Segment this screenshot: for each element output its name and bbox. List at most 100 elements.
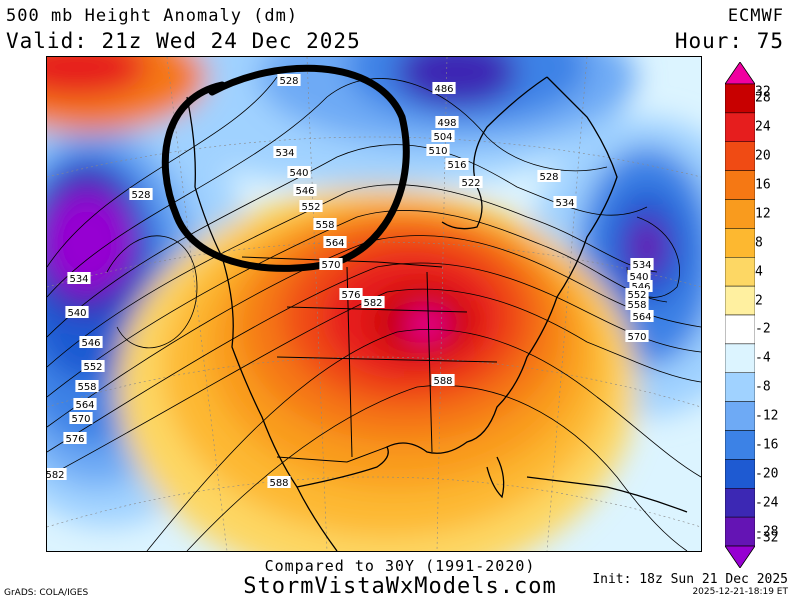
contour-label: 540 <box>289 168 308 179</box>
contour-label-box <box>431 130 455 142</box>
anomaly-shading <box>47 57 701 551</box>
colorbar-segment <box>725 228 755 258</box>
contour-label: 534 <box>555 198 574 209</box>
contour-label: 576 <box>65 434 84 445</box>
contour-label-box <box>432 82 456 94</box>
colorbar-segment <box>725 401 755 431</box>
model-name: ECMWF <box>727 6 784 26</box>
contour-label: 588 <box>433 376 452 387</box>
colorbar-segment <box>725 459 755 489</box>
contour-label-box <box>625 288 649 300</box>
init-time: Init: 18z Sun 21 Dec 2025 <box>592 572 788 587</box>
colorbar-label: -20 <box>755 466 779 482</box>
contour-label: 570 <box>71 414 90 425</box>
colorbar-segment <box>725 488 755 518</box>
colorbar-label: -24 <box>755 495 779 511</box>
colorbar-label: -8 <box>755 379 771 395</box>
colorbar-segment <box>725 83 755 114</box>
colorbar-top-arrow <box>725 62 755 85</box>
contour-label-box <box>267 476 291 488</box>
contour-label: 582 <box>47 470 65 481</box>
contour-label-box <box>426 144 450 156</box>
software-credit: GrADS: COLA/IGES <box>4 588 89 598</box>
colorbar-label: -4 <box>755 350 771 366</box>
contour-label: 552 <box>627 290 646 301</box>
colorbar-label: 12 <box>755 206 771 222</box>
contour-label: 558 <box>315 220 334 231</box>
anomaly-map: 528 486 498 504 510 516 522 528 534 534 540 546 552 5… <box>46 56 702 552</box>
contour-label: 546 <box>295 186 314 197</box>
climatology-note: Compared to 30Y (1991-2020) <box>264 557 536 575</box>
contour-label-box <box>431 374 455 386</box>
contour-label-box <box>361 296 385 308</box>
colorbar-label: -16 <box>755 437 779 453</box>
contour-label: 510 <box>428 146 447 157</box>
contour-label-box <box>65 306 89 318</box>
colorbar-segment <box>725 170 755 200</box>
contour-label: 534 <box>275 148 294 159</box>
colorbar-label: 20 <box>755 148 771 164</box>
contour-label-box <box>293 184 317 196</box>
colorbar-label: -2 <box>755 321 771 337</box>
valid-time: Valid: 21z Wed 24 Dec 2025 <box>6 29 361 53</box>
contour-label: 570 <box>321 260 340 271</box>
contour-label-box <box>47 468 67 480</box>
contour-label: 516 <box>447 160 466 171</box>
contour-label-box <box>129 188 153 200</box>
colorbar-segment <box>725 343 755 373</box>
contour-label: 504 <box>433 132 452 143</box>
contour-label: 576 <box>341 290 360 301</box>
contour-label: 540 <box>629 272 648 283</box>
contour-label-box <box>435 116 459 128</box>
colorbar-bottom-arrow <box>725 545 755 568</box>
contour-label-box <box>627 270 651 282</box>
contour-label-box <box>299 200 323 212</box>
contour-label-box <box>339 288 363 300</box>
contour-label-box <box>273 146 297 158</box>
contour-label-box <box>553 196 577 208</box>
colorbar-segment <box>725 516 755 547</box>
colorbar-label: 4 <box>755 264 763 280</box>
colorbar-label: 32 <box>755 84 771 100</box>
contour-label: 498 <box>437 118 456 129</box>
colorbar-label: 24 <box>755 119 771 135</box>
colorbar-label: -32 <box>755 530 779 546</box>
contour-label-box <box>313 218 337 230</box>
map-title: 500 mb Height Anomaly (dm) <box>6 6 299 26</box>
contour-label-box <box>67 272 91 284</box>
contour-label-box <box>69 412 93 424</box>
colorbar-label: 2 <box>755 293 763 309</box>
contour-label: 534 <box>632 260 651 271</box>
contour-label-box <box>73 398 97 410</box>
contour-label: 552 <box>83 362 102 373</box>
colorbar-segment <box>725 257 755 287</box>
contour-label: 546 <box>631 282 650 293</box>
colorbar-label: 28 <box>755 90 771 106</box>
contour-label: 582 <box>363 298 382 309</box>
contour-label-box <box>287 166 311 178</box>
contour-label: 528 <box>279 76 298 87</box>
contour-label: 588 <box>269 478 288 489</box>
contour-label: 564 <box>325 238 344 249</box>
contour-label-box <box>323 236 347 248</box>
colorbar-segment <box>725 285 755 316</box>
contour-label: 558 <box>627 300 646 311</box>
contour-label: 540 <box>67 308 86 319</box>
contour-label: 546 <box>81 338 100 349</box>
contour-label-box <box>459 176 483 188</box>
contour-label-box <box>625 330 649 342</box>
colorbar: 32 28 24 20 16 12 8 4 2 -2 -4 -8 -12 -16 -20 -24 -28 -32 <box>725 62 785 568</box>
contour-label-box <box>79 336 103 348</box>
contour-label: 558 <box>77 382 96 393</box>
colorbar-segment <box>725 141 755 171</box>
contour-label: 552 <box>301 202 320 213</box>
contour-label: 564 <box>632 312 651 323</box>
contour-label-box <box>319 258 343 270</box>
contour-label-box <box>75 380 99 392</box>
site-watermark: StormVistaWxModels.com <box>243 574 557 599</box>
contour-label-box <box>277 74 301 86</box>
contour-label-box <box>625 298 649 310</box>
contour-label: 522 <box>461 178 480 189</box>
contour-labels: 5284864985045105165225285345345405465525… <box>47 74 654 489</box>
colorbar-segment <box>725 430 755 460</box>
